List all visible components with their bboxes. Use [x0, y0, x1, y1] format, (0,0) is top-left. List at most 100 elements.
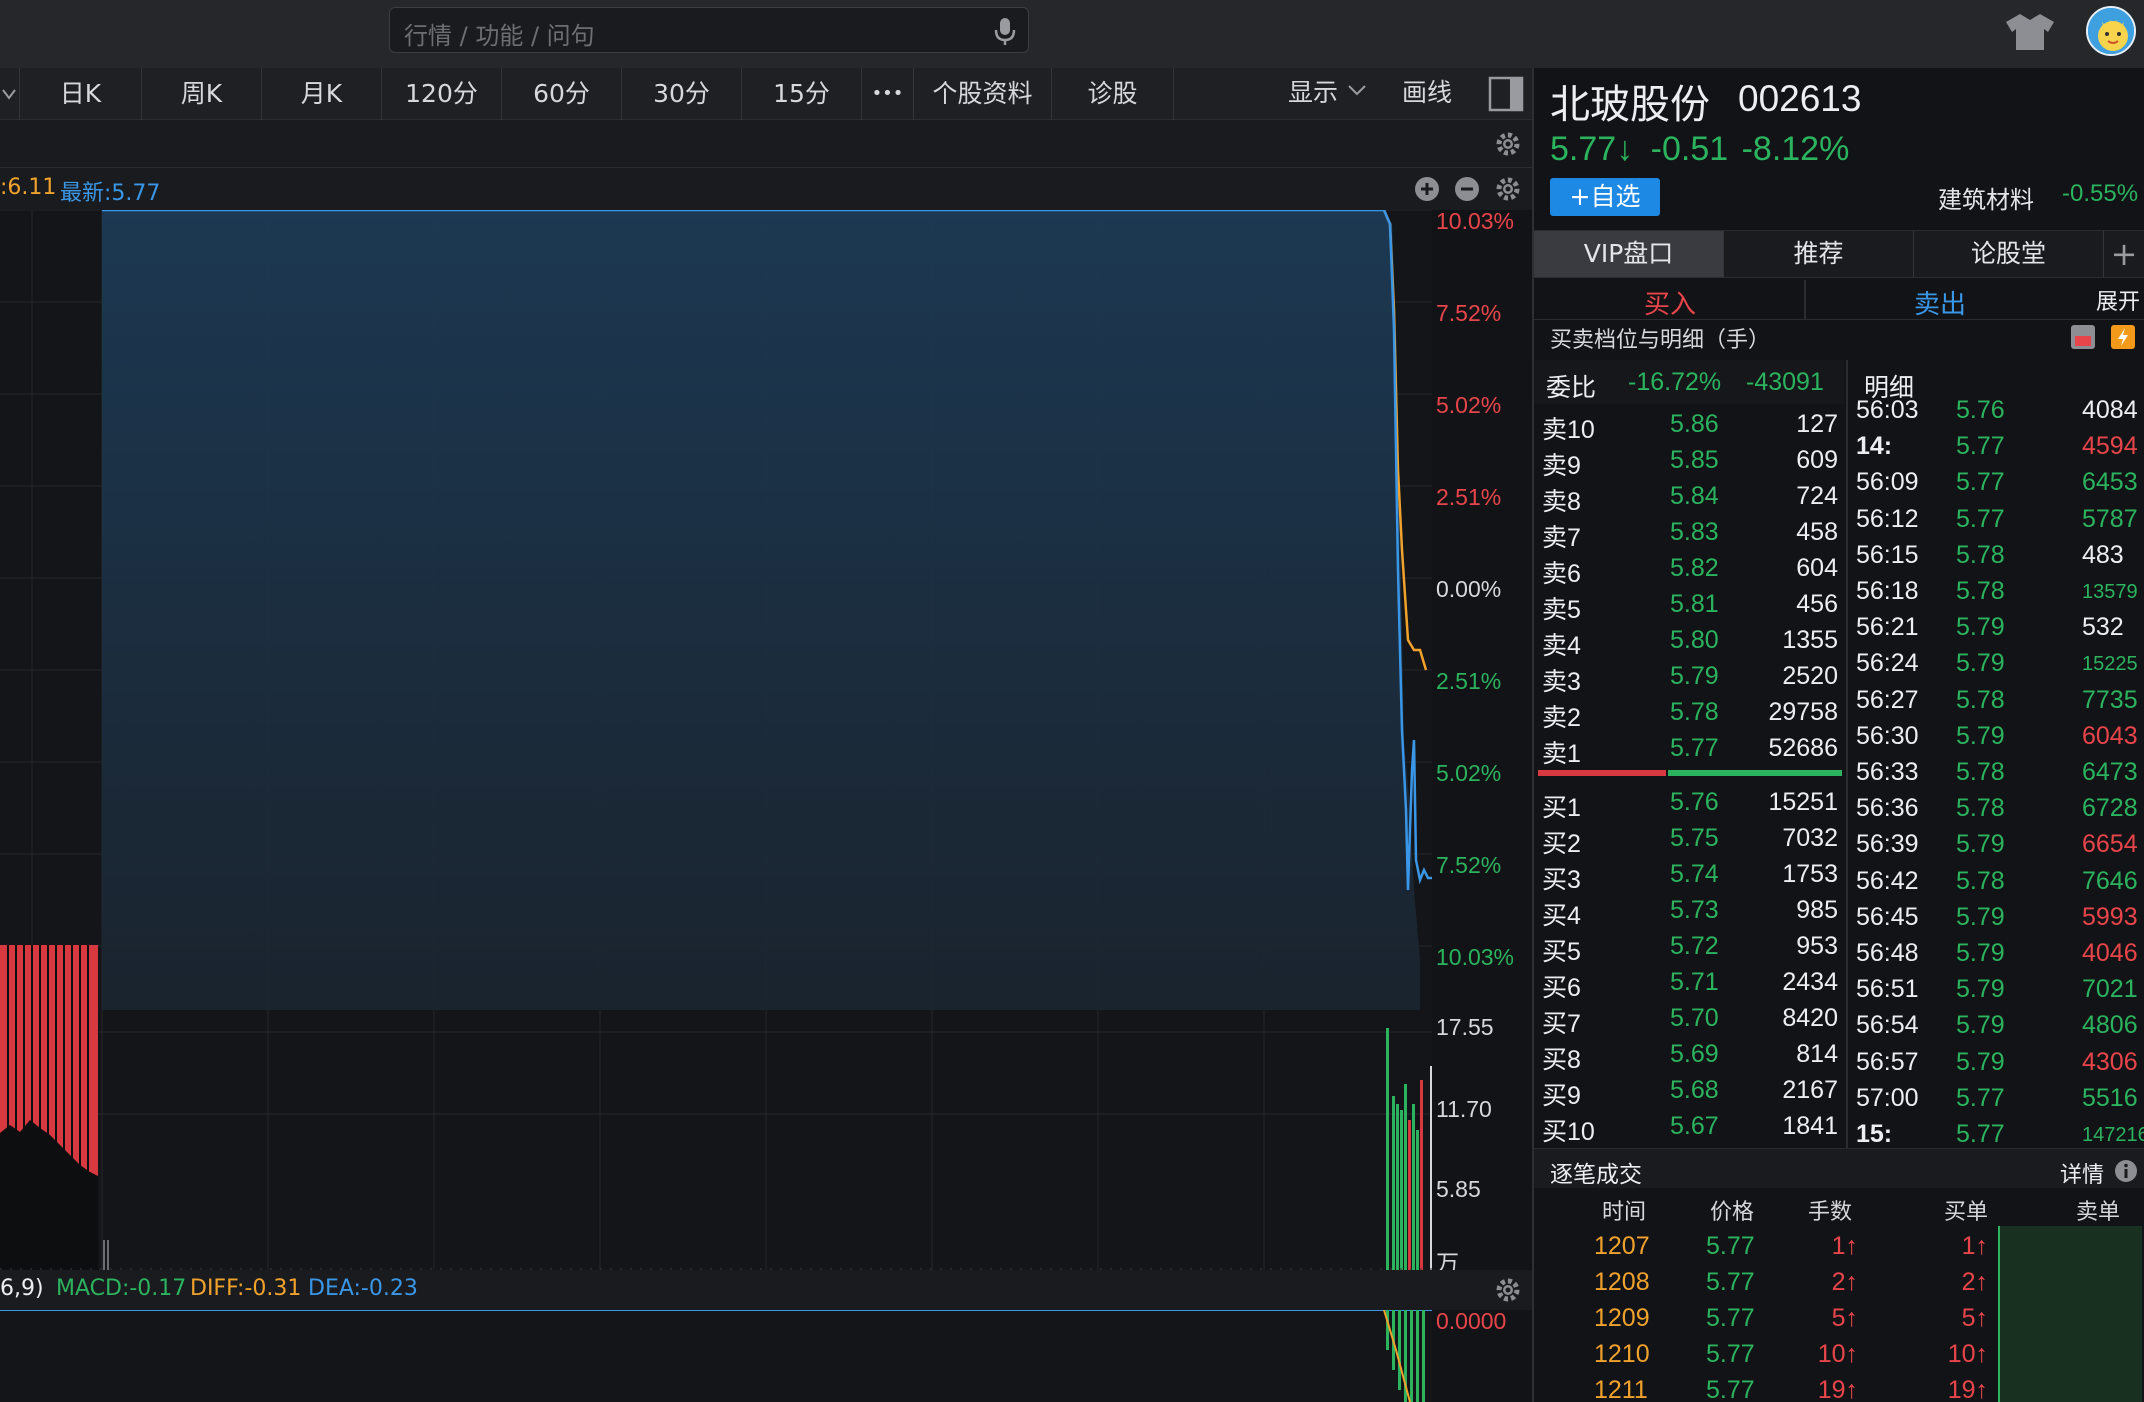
expand-button[interactable]: 展开: [2096, 290, 2141, 315]
period-60min[interactable]: 60分: [502, 68, 622, 120]
bid-price: 5.74: [1670, 860, 1719, 888]
diff-value-label: DIFF:-0.31: [190, 1276, 302, 1301]
zoom-in-icon[interactable]: [1414, 176, 1440, 202]
chart-settings-icon[interactable]: [1494, 175, 1522, 203]
ask-row[interactable]: 卖9 5.85 609: [1534, 442, 1844, 480]
trades-detail-link[interactable]: 详情: [2060, 1163, 2105, 1188]
macd-settings-icon[interactable]: [1494, 1276, 1522, 1304]
microphone-icon[interactable]: [988, 14, 1022, 48]
tab-vip-orderbook[interactable]: VIP盘口: [1534, 231, 1724, 277]
bid-row[interactable]: 买8 5.69 814: [1534, 1036, 1844, 1074]
detail-row: 56:18 5.78 13579: [1848, 573, 2144, 609]
more-periods-button[interactable]: •••: [862, 68, 914, 120]
period-15min[interactable]: 15分: [742, 68, 862, 120]
level2-icon[interactable]: [2070, 324, 2096, 350]
macd-chart[interactable]: [0, 1310, 1532, 1402]
bid-row[interactable]: 买6 5.71 2434: [1534, 964, 1844, 1002]
ask-row[interactable]: 卖10 5.86 127: [1534, 406, 1844, 444]
ask-row[interactable]: 卖1 5.77 52686: [1534, 730, 1844, 768]
diagnose-button[interactable]: 诊股: [1052, 68, 1174, 120]
ask-row[interactable]: 卖2 5.78 29758: [1534, 694, 1844, 732]
sector-name[interactable]: 建筑材料: [1938, 186, 2034, 214]
bid-row[interactable]: 买4 5.73 985: [1534, 892, 1844, 930]
trade-buy-order: 10↑: [1947, 1340, 1988, 1368]
detail-price: 5.78: [1956, 866, 2005, 895]
chart-subbar: [0, 120, 1532, 168]
ask-row[interactable]: 卖3 5.79 2520: [1534, 658, 1844, 696]
detail-volume: 6654: [2082, 830, 2138, 859]
detail-price: 5.78: [1956, 758, 2005, 786]
ask-price: 5.81: [1670, 590, 1719, 618]
gear-icon[interactable]: [1494, 130, 1522, 158]
detail-volume: 483: [2082, 540, 2124, 569]
trade-time: 1209: [1594, 1304, 1650, 1332]
lightning-icon[interactable]: [2110, 324, 2136, 350]
bid-row[interactable]: 买5 5.72 953: [1534, 928, 1844, 966]
add-tab-button[interactable]: +: [2110, 235, 2138, 273]
detail-price: 5.79: [1956, 721, 2005, 750]
detail-volume: 6728: [2082, 794, 2138, 823]
bid-price: 5.72: [1670, 932, 1719, 960]
bid-row[interactable]: 买1 5.76 15251: [1534, 784, 1844, 822]
draw-line-button[interactable]: 画线: [1402, 78, 1453, 107]
col-price: 价格: [1710, 1200, 1755, 1225]
period-week-k[interactable]: 周K: [142, 68, 262, 120]
detail-time: 56:24: [1856, 649, 1919, 678]
ask-row[interactable]: 卖7 5.83 458: [1534, 514, 1844, 552]
zoom-out-icon[interactable]: [1454, 176, 1480, 202]
bid-price: 5.69: [1670, 1040, 1719, 1068]
sell-button[interactable]: 卖出: [1914, 290, 1967, 320]
ask-row[interactable]: 卖8 5.84 724: [1534, 478, 1844, 516]
search-input[interactable]: 行情 / 功能 / 问句: [404, 22, 595, 50]
add-watchlist-button[interactable]: +自选: [1550, 178, 1660, 216]
bid-row[interactable]: 买9 5.68 2167: [1534, 1072, 1844, 1110]
detail-volume: 6473: [2082, 758, 2138, 786]
collapse-arrow-icon[interactable]: [0, 68, 20, 120]
ask-price: 5.86: [1670, 410, 1719, 438]
buy-button[interactable]: 买入: [1644, 290, 1697, 320]
tab-recommend[interactable]: 推荐: [1724, 231, 1914, 277]
period-30min[interactable]: 30分: [622, 68, 742, 120]
period-day-k[interactable]: 日K: [20, 68, 142, 120]
period-120min[interactable]: 120分: [382, 68, 502, 120]
search-box[interactable]: 行情 / 功能 / 问句: [389, 7, 1029, 53]
ask-level: 卖7: [1542, 524, 1581, 552]
ask-volume: 604: [1796, 554, 1838, 582]
ask-row[interactable]: 卖5 5.81 456: [1534, 586, 1844, 624]
period-month-k[interactable]: 月K: [262, 68, 382, 120]
detail-volume: 7646: [2082, 866, 2138, 895]
macd-background: [0, 1310, 1432, 1402]
detail-row: 56:33 5.78 6473: [1848, 754, 2144, 790]
volume-axis-label: 5.85: [1436, 1176, 1481, 1202]
bid-level: 买1: [1542, 794, 1581, 822]
bid-row[interactable]: 买3 5.74 1753: [1534, 856, 1844, 894]
trade-price: 5.77: [1706, 1268, 1755, 1296]
trades-header: 逐笔成交 详情: [1534, 1148, 2144, 1188]
bid-row[interactable]: 买2 5.75 7032: [1534, 820, 1844, 858]
tab-forum[interactable]: 论股堂: [1914, 231, 2104, 277]
info-icon[interactable]: [2114, 1159, 2138, 1183]
ask-level: 卖1: [1542, 740, 1581, 768]
bid-row[interactable]: 买10 5.67 1841: [1534, 1108, 1844, 1146]
skin-shirt-icon[interactable]: [2002, 10, 2058, 52]
detail-row: 56:48 5.79 4046: [1848, 935, 2144, 971]
ask-row[interactable]: 卖6 5.82 604: [1534, 550, 1844, 588]
ask-level: 卖10: [1542, 416, 1595, 444]
bid-price: 5.68: [1670, 1076, 1719, 1104]
detail-row: 56:42 5.78 7646: [1848, 863, 2144, 899]
detail-time: 56:30: [1856, 721, 1919, 750]
display-dropdown[interactable]: 显示: [1288, 68, 1368, 120]
buy-sell-divider: [1804, 280, 1806, 320]
price-axis-label: 2.51%: [1436, 484, 1502, 510]
detail-time: 56:12: [1856, 504, 1919, 533]
intraday-chart[interactable]: [0, 210, 1532, 1270]
trade-volume: 10↑: [1817, 1340, 1858, 1368]
trade-price: 5.77: [1706, 1232, 1755, 1260]
ask-row[interactable]: 卖4 5.80 1355: [1534, 622, 1844, 660]
price-axis-label: 10.03%: [1436, 944, 1515, 970]
panel-toggle-icon[interactable]: [1488, 76, 1524, 112]
stock-profile-button[interactable]: 个股资料: [914, 68, 1052, 120]
stock-code: 002613: [1738, 78, 1862, 119]
bid-row[interactable]: 买7 5.70 8420: [1534, 1000, 1844, 1038]
avatar[interactable]: [2086, 6, 2136, 56]
